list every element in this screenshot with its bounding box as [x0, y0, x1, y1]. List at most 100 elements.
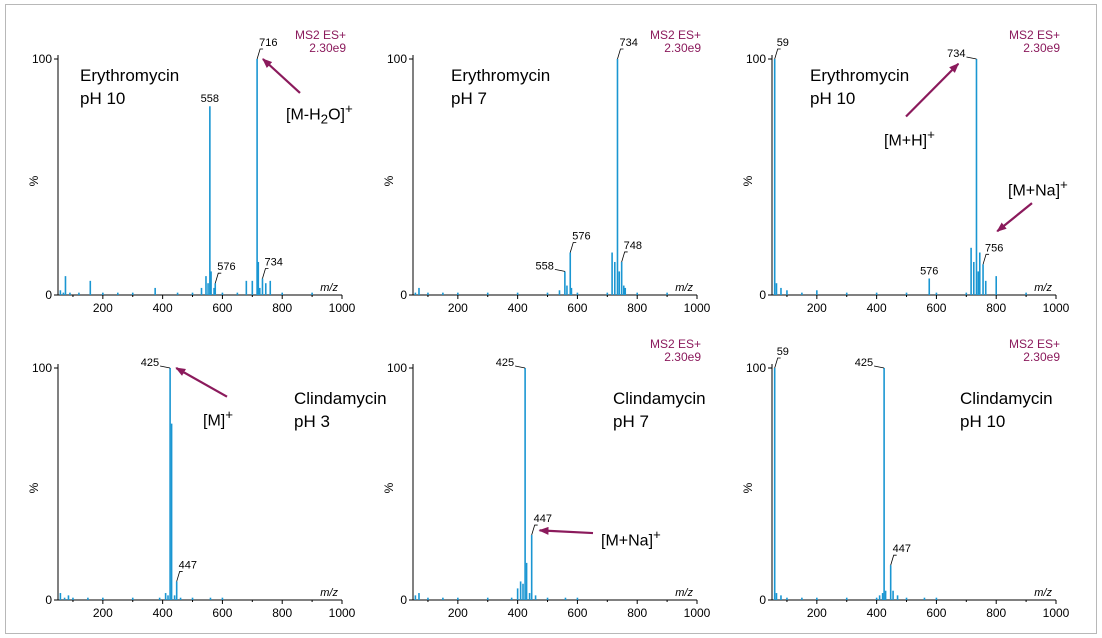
x-axis-label: m/z [675, 587, 693, 599]
intensity-label: 2.30e9 [1023, 41, 1060, 55]
y-axis-label: % [27, 175, 41, 186]
panel-title-compound: Clindamycin [613, 389, 706, 408]
panel-title-compound: Erythromycin [451, 66, 550, 85]
ion-annotation-text: [M+Na]+ [1008, 177, 1068, 200]
x-tick-label: 200 [93, 301, 113, 315]
y-tick-label: 0 [45, 593, 52, 607]
panel-title-ph: pH 10 [960, 412, 1005, 431]
peak-label: 576 [920, 265, 938, 277]
x-axis-label: m/z [320, 282, 338, 294]
x-tick-label: 600 [212, 301, 232, 315]
peak-label-leader [890, 554, 897, 566]
x-tick-label: 400 [867, 606, 887, 620]
x-tick-label: 600 [567, 301, 587, 315]
peak-label: 447 [179, 559, 197, 571]
y-tick-label: 0 [759, 288, 766, 302]
peak-label-leader [214, 272, 222, 284]
x-tick-label: 200 [807, 301, 827, 315]
x-tick-label: 800 [272, 301, 292, 315]
intensity-label: 2.30e9 [664, 350, 701, 364]
x-axis-label: m/z [1034, 282, 1052, 294]
panel-title-ph: pH 10 [810, 89, 855, 108]
peak-label: 716 [259, 37, 277, 49]
peak-label: 734 [264, 256, 282, 268]
peak-label-leader [531, 524, 538, 536]
ion-annotation: [M+Na]+ [601, 527, 661, 550]
peak-label: 425 [496, 357, 514, 369]
peak-label: 576 [572, 231, 590, 243]
spectrum-panel-2: 0 100% 200 400 600 800 1000 m/z MS2 ES+2.30e9 Ery… [382, 28, 711, 315]
x-tick-label: 1000 [1043, 606, 1070, 620]
peak-label: 59 [777, 37, 789, 49]
y-tick-label: 0 [45, 288, 52, 302]
peak-label-leader [621, 251, 628, 263]
x-tick-label: 400 [153, 606, 173, 620]
x-tick-label: 800 [627, 606, 647, 620]
panel-title-ph: pH 7 [451, 89, 487, 108]
panel-title-ph: pH 10 [80, 89, 125, 108]
peak-label-leader [617, 48, 624, 60]
x-tick-label: 800 [986, 301, 1006, 315]
peak-label-leader [176, 571, 183, 582]
y-axis-label: % [741, 175, 755, 186]
peak-label-leader [554, 269, 565, 272]
peak-label-leader [160, 365, 171, 369]
ion-annotation-text: [M]+ [203, 406, 234, 430]
x-tick-label: 1000 [684, 301, 711, 315]
x-tick-label: 1000 [684, 606, 711, 620]
panel-title-compound: Erythromycin [80, 66, 179, 85]
y-tick-label: 100 [387, 52, 407, 66]
x-tick-label: 800 [272, 606, 292, 620]
y-tick-label: 0 [400, 288, 407, 302]
y-axis-label: % [382, 175, 396, 186]
x-tick-label: 1000 [329, 301, 356, 315]
x-tick-label: 200 [448, 301, 468, 315]
ion-annotation-text: [M+Na]+ [601, 527, 661, 550]
x-tick-label: 600 [212, 606, 232, 620]
panel-title-compound: Erythromycin [810, 66, 909, 85]
peak-label: 756 [985, 242, 1003, 254]
scan-mode-label: MS2 ES+ [295, 28, 346, 42]
x-tick-label: 400 [508, 301, 528, 315]
peak-label-leader [774, 48, 781, 60]
x-tick-label: 600 [567, 606, 587, 620]
x-tick-label: 200 [448, 606, 468, 620]
y-axis-label: % [741, 482, 755, 493]
spectrum-panel-5: 0 100% 200 400 600 800 1000 m/z MS2 ES+2.30e9 Cli… [382, 337, 711, 620]
annotation-arrow [996, 202, 1033, 233]
x-tick-label: 1000 [1043, 301, 1070, 315]
ion-annotation: [M+Na]+ [1008, 177, 1068, 200]
ion-annotation-text: [M+H]+ [884, 126, 935, 149]
ion-annotation: [M-H2O]+ [286, 101, 353, 127]
peak-label: 558 [201, 93, 219, 105]
peak-label-leader [874, 365, 885, 369]
peak-label: 425 [855, 357, 873, 369]
intensity-label: 2.30e9 [1023, 350, 1060, 364]
x-tick-label: 800 [627, 301, 647, 315]
x-tick-label: 600 [926, 606, 946, 620]
x-tick-label: 400 [867, 301, 887, 315]
y-tick-label: 0 [759, 593, 766, 607]
ion-annotation: [M]+ [203, 406, 234, 430]
peak-label: 447 [534, 513, 552, 525]
scan-mode-label: MS2 ES+ [1009, 28, 1060, 42]
x-axis-label: m/z [675, 282, 693, 294]
peak-label-leader [569, 242, 577, 253]
intensity-label: 2.30e9 [309, 41, 346, 55]
x-axis-label: m/z [320, 587, 338, 599]
peak-label: 734 [619, 37, 637, 49]
y-axis-label: % [382, 482, 396, 493]
spectrum-panel-6: 0 100% 200 400 600 800 1000 m/z MS2 ES+2.30e9 Cli… [741, 337, 1070, 620]
peak-label-leader [774, 357, 781, 369]
annotation-arrow [175, 367, 228, 398]
peak-label: 576 [217, 261, 235, 273]
scan-mode-label: MS2 ES+ [650, 28, 701, 42]
scan-mode-label: MS2 ES+ [650, 337, 701, 351]
peak-label-leader [966, 56, 977, 60]
peak-label: 748 [624, 240, 642, 252]
panel-title-ph: pH 3 [294, 412, 330, 431]
y-tick-label: 100 [32, 361, 52, 375]
peak-label: 425 [141, 357, 159, 369]
y-tick-label: 100 [746, 361, 766, 375]
